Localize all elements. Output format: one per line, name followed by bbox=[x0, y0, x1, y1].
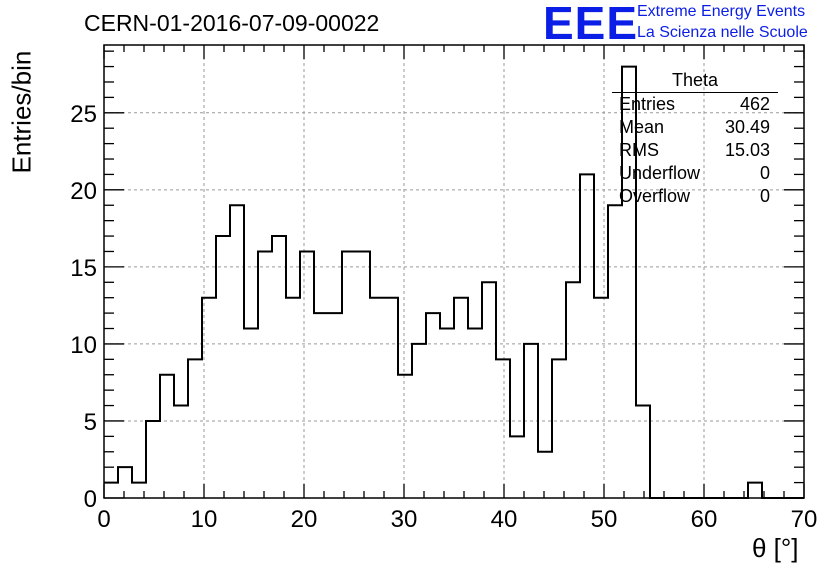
x-tick-label: 70 bbox=[791, 506, 818, 533]
x-tick-label: 30 bbox=[391, 506, 418, 533]
logo-caption-line2: La Scienza nelle Scuole bbox=[637, 24, 808, 41]
stats-value: 30.49 bbox=[724, 117, 770, 137]
histogram-bin bbox=[328, 313, 342, 498]
plot-frame bbox=[103, 44, 805, 499]
histogram-bin bbox=[160, 375, 174, 498]
x-tick-label: 40 bbox=[491, 506, 518, 533]
stats-value: 15.03 bbox=[724, 140, 770, 160]
stats-row-overflow: Overflow 0 bbox=[612, 185, 778, 208]
histogram-bin bbox=[426, 313, 440, 498]
histogram-bin bbox=[510, 436, 524, 498]
histogram-bin bbox=[454, 298, 468, 498]
histogram-bin bbox=[272, 236, 286, 498]
y-tick-label: 10 bbox=[70, 332, 97, 359]
histogram-bin bbox=[608, 205, 622, 498]
histogram-bin bbox=[440, 329, 454, 498]
y-tick-label: 0 bbox=[84, 486, 97, 513]
histogram-bin bbox=[636, 406, 650, 498]
histogram-bin bbox=[314, 313, 328, 498]
histogram-bin bbox=[552, 359, 566, 498]
histogram-bin bbox=[300, 251, 314, 498]
histogram-bin bbox=[342, 251, 356, 498]
x-tick-label: 20 bbox=[291, 506, 318, 533]
histogram-bin bbox=[594, 298, 608, 498]
x-tick-labels: 0 10 20 30 40 50 60 70 bbox=[97, 506, 817, 533]
stats-title: Theta bbox=[612, 70, 778, 93]
stats-row-underflow: Underflow 0 bbox=[612, 162, 778, 185]
y-axis-label: Entries/bin bbox=[6, 50, 37, 174]
y-tick-label: 5 bbox=[84, 409, 97, 436]
stats-label: Overflow bbox=[619, 186, 691, 206]
stats-value: 0 bbox=[759, 186, 770, 206]
histogram-bin bbox=[356, 251, 370, 498]
stats-label: RMS bbox=[619, 140, 659, 160]
stats-row-mean: Mean 30.49 bbox=[612, 116, 778, 139]
histogram-bin bbox=[482, 282, 496, 498]
histogram-bin bbox=[188, 359, 202, 498]
logo-caption-line1: Extreme Energy Events bbox=[637, 3, 806, 20]
y-tick-label: 20 bbox=[70, 178, 97, 205]
y-tick-label: 15 bbox=[70, 255, 97, 282]
x-tick-label: 10 bbox=[191, 506, 218, 533]
stats-label: Mean bbox=[619, 117, 665, 137]
x-tick-label: 50 bbox=[591, 506, 618, 533]
grid-lines bbox=[104, 45, 804, 498]
stats-label: Underflow bbox=[619, 163, 701, 183]
histogram-bin bbox=[258, 251, 272, 498]
histogram-bin bbox=[398, 375, 412, 498]
x-axis-label: θ [°] bbox=[752, 533, 799, 563]
histogram-bin bbox=[174, 406, 188, 498]
histogram-bin bbox=[146, 421, 160, 498]
histogram-bin bbox=[538, 452, 552, 498]
histogram-bin bbox=[468, 329, 482, 498]
histogram-bin bbox=[118, 467, 132, 498]
stats-value: 0 bbox=[759, 163, 770, 183]
histogram-bin bbox=[230, 205, 244, 498]
histogram-bin bbox=[496, 359, 510, 498]
x-tick-label: 60 bbox=[691, 506, 718, 533]
histogram-bin bbox=[216, 236, 230, 498]
x-tick-label: 0 bbox=[97, 506, 110, 533]
histogram-bin bbox=[384, 298, 398, 498]
stats-value: 462 bbox=[739, 94, 770, 114]
histogram-bin bbox=[244, 329, 258, 498]
stats-row-rms: RMS 15.03 bbox=[612, 139, 778, 162]
histogram-outline bbox=[104, 65, 804, 499]
y-tick-labels: 0 5 10 15 20 25 bbox=[70, 101, 97, 513]
stats-row-entries: Entries 462 bbox=[612, 93, 778, 116]
plot-title: CERN-01-2016-07-09-00022 bbox=[84, 10, 380, 36]
histogram-bin bbox=[566, 282, 580, 498]
stats-label: Entries bbox=[619, 94, 676, 114]
eee-logo: EEE bbox=[543, 0, 639, 49]
histogram-bin bbox=[370, 298, 384, 498]
stats-box: Theta Entries 462 Mean 30.49 RMS 15.03 U… bbox=[612, 70, 778, 208]
histogram-bin bbox=[748, 483, 762, 498]
histogram-bin bbox=[580, 174, 594, 498]
histogram-bin bbox=[104, 483, 118, 498]
histogram-bin bbox=[286, 298, 300, 498]
y-tick-label: 25 bbox=[70, 101, 97, 128]
axis-ticks bbox=[103, 45, 805, 499]
